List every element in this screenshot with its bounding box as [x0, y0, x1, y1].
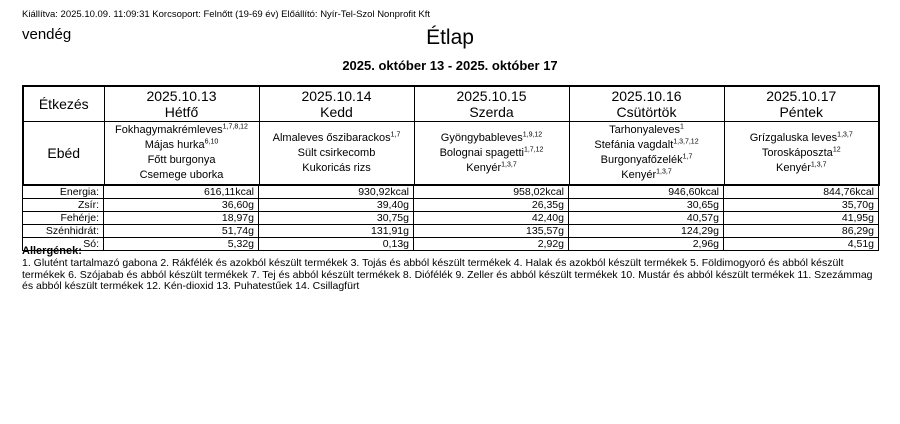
day-name: Kedd: [320, 104, 353, 120]
meal-item: Májas hurka6,10: [144, 138, 219, 152]
meal-allergen-numbers: 1: [680, 123, 684, 131]
day-header-tuesday: 2025.10.14 Kedd: [258, 85, 415, 122]
meal-item: Kenyér1,3,7: [621, 168, 672, 182]
meal-allergen-numbers: 1,3,7: [656, 168, 672, 176]
day-date: 2025.10.17: [766, 88, 837, 104]
nutrient-value: 30,75g: [258, 210, 414, 225]
day-header-wednesday: 2025.10.15 Szerda: [413, 85, 570, 122]
nutrient-value: 4,51g: [723, 236, 879, 251]
nutrient-value: 86,29g: [723, 223, 879, 238]
allergens-section: Allergének: 1. Glutént tartalmazó gabona…: [22, 245, 880, 293]
nutrient-value: 844,76kcal: [723, 184, 879, 199]
day-header-friday: 2025.10.17 Péntek: [723, 85, 880, 122]
nutrient-value: 958,02kcal: [413, 184, 569, 199]
meal-allergen-numbers: 1,3,7: [501, 161, 517, 169]
meal-item: Gyöngybableves1,9,12: [440, 131, 543, 144]
nutrient-value: 36,60g: [103, 197, 259, 212]
meal-cell-friday: Grízgaluska leves1,3,7 Toroskáposzta12 Ken…: [723, 121, 880, 185]
meal-allergen-numbers: 1,3,7,12: [673, 138, 699, 146]
corner-header-cell: Étkezés: [22, 85, 105, 122]
meal-allergen-numbers: 1,7: [390, 131, 401, 139]
date-range-subtitle: 2025. október 13 - 2025. október 17: [342, 58, 558, 73]
day-name: Hétfő: [164, 104, 199, 120]
meal-allergen-numbers: 1,7: [682, 153, 693, 161]
page-title: Étlap: [426, 26, 474, 49]
meal-item: Tarhonyaleves1: [609, 123, 684, 137]
nutrient-value: 135,57g: [413, 223, 569, 238]
meal-item: Almaleves őszibarackos1,7: [272, 131, 401, 144]
nutrient-value: 2,92g: [413, 236, 569, 251]
day-date: 2025.10.16: [611, 88, 682, 104]
meal-allergen-numbers: 1,7,12: [523, 146, 544, 154]
meal-cell-tuesday: Almaleves őszibarackos1,7 Sült csirkecomb…: [258, 121, 415, 185]
meal-item: Főtt burgonya: [147, 154, 216, 167]
allergens-text: 1. Glutént tartalmazó gabona 2. Rákfélék…: [22, 257, 873, 292]
meal-allergen-numbers: 1,9,12: [522, 131, 543, 139]
allergens-heading: Allergének:: [22, 245, 82, 257]
day-name: Szerda: [469, 104, 514, 120]
nutrient-value: 616,11kcal: [103, 184, 259, 199]
meal-item: Fokhagymakrémleves1,7,8,12: [115, 123, 248, 137]
nutrient-value: 30,65g: [568, 197, 724, 212]
nutrition-row: Energia: 616,11kcal 930,92kcal 958,02kcal 94…: [22, 184, 879, 199]
meal-item: Kukoricás rizs: [302, 161, 371, 174]
day-date: 2025.10.14: [301, 88, 372, 104]
meal-allergen-numbers: 1,3,7: [837, 131, 853, 139]
nutrient-value: 41,95g: [723, 210, 879, 225]
nutrient-value: 131,91g: [258, 223, 414, 238]
nutrient-label: Szénhidrát:: [22, 223, 104, 238]
nutrient-value: 51,74g: [103, 223, 259, 238]
meal-item: Bolognai spagetti1,7,12: [439, 146, 544, 159]
day-date: 2025.10.15: [456, 88, 527, 104]
nutrient-value: 26,35g: [413, 197, 569, 212]
nutrition-table: Energia: 616,11kcal 930,92kcal 958,02kcal 94…: [22, 184, 879, 251]
meal-item: Stefánia vagdalt1,3,7,12: [594, 138, 699, 152]
meal-item: Toroskáposzta12: [761, 146, 841, 159]
meal-cell-thursday: Tarhonyaleves1 Stefánia vagdalt1,3,7,12 Bu…: [568, 121, 725, 185]
day-header-row: Étkezés 2025.10.13 Hétfő 2025.10.14 Kedd…: [22, 85, 880, 122]
meal-item: Kenyér1,3,7: [776, 161, 827, 174]
menu-table: Étkezés 2025.10.13 Hétfő 2025.10.14 Kedd…: [22, 85, 880, 186]
meal-allergen-numbers: 1,7,8,12: [222, 123, 248, 131]
nutrient-label: Fehérje:: [22, 210, 104, 225]
meal-allergen-numbers: 1,3,7: [810, 161, 827, 169]
day-date: 2025.10.13: [146, 88, 217, 104]
day-name: Péntek: [779, 104, 824, 120]
day-header-thursday: 2025.10.16 Csütörtök: [568, 85, 725, 122]
nutrient-label: Zsír:: [22, 197, 104, 212]
meal-item: Kenyér1,3,7: [466, 161, 517, 174]
nutrient-value: 40,57g: [568, 210, 724, 225]
nutrient-value: 35,70g: [723, 197, 879, 212]
nutrient-value: 18,97g: [103, 210, 259, 225]
guest-label: vendég: [22, 26, 72, 43]
lunch-row: Ebéd Fokhagymakrémleves1,7,8,12 Májas hur…: [22, 121, 880, 185]
nutrition-row: Szénhidrát: 51,74g 131,91g 135,57g 124,29g 86…: [22, 223, 879, 238]
nutrient-value: 39,40g: [258, 197, 414, 212]
meal-cell-monday: Fokhagymakrémleves1,7,8,12 Májas hurka6,1…: [103, 121, 260, 185]
nutrition-row: Fehérje: 18,97g 30,75g 42,40g 40,57g 41,95g: [22, 210, 879, 225]
day-header-monday: 2025.10.13 Hétfő: [103, 85, 260, 122]
meal-item: Sült csirkecomb: [297, 146, 376, 159]
meal-cell-wednesday: Gyöngybableves1,9,12 Bolognai spagetti1,7…: [413, 121, 570, 185]
nutrient-label: Energia:: [22, 184, 104, 199]
nutrient-value: 930,92kcal: [258, 184, 414, 199]
nutrient-value: 42,40g: [413, 210, 569, 225]
meal-item: Grízgaluska leves1,3,7: [749, 131, 853, 144]
nutrition-row: Só: 5,32g 0,13g 2,92g 2,96g 4,51g: [22, 236, 879, 251]
meal-allergen-numbers: 6,10: [204, 138, 219, 146]
nutrient-value: 946,60kcal: [568, 184, 724, 199]
day-name: Csütörtök: [616, 104, 677, 120]
meal-item: Csemege uborka: [139, 169, 224, 182]
nutrient-value: 124,29g: [568, 223, 724, 238]
nutrition-row: Zsír: 36,60g 39,40g 26,35g 30,65g 35,70g: [22, 197, 879, 212]
meal-item: Burgonyafőzelék1,7: [600, 153, 693, 167]
lunch-row-label: Ebéd: [22, 121, 105, 185]
menu-table-area: Étkezés 2025.10.13 Hétfő 2025.10.14 Kedd…: [22, 85, 880, 251]
issued-meta-line: Kiállítva: 2025.10.09. 11:09:31 Korcsopo…: [22, 9, 430, 20]
meal-allergen-numbers: 12: [832, 146, 841, 154]
nutrient-value: 2,96g: [568, 236, 724, 251]
